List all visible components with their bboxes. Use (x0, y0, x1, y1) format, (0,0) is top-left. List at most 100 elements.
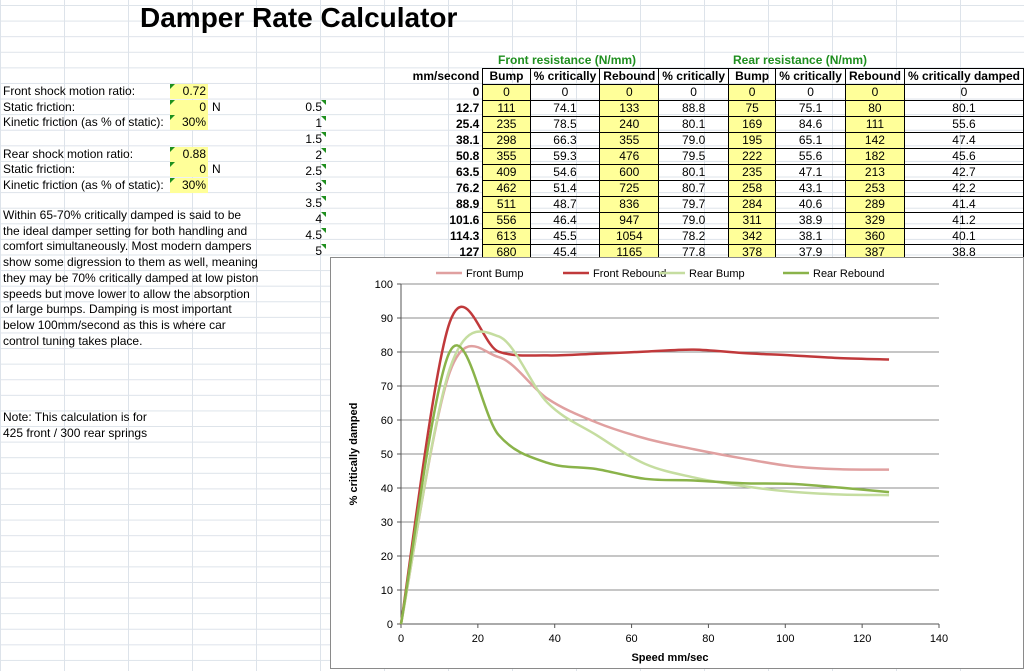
percent-cell[interactable]: 78.5 (529, 116, 601, 133)
percent-cell[interactable]: 47.1 (775, 164, 846, 181)
resistance-cell[interactable]: 836 (599, 196, 660, 213)
resistance-cell[interactable]: 355 (482, 148, 531, 165)
resistance-cell[interactable]: 378 (727, 244, 777, 261)
resistance-cell[interactable]: 600 (599, 164, 660, 181)
percent-cell[interactable]: 45.6 (903, 148, 1024, 165)
resistance-cell[interactable]: 240 (599, 116, 660, 133)
percent-cell[interactable]: 80.1 (658, 164, 729, 181)
percent-cell[interactable]: 79.7 (658, 196, 729, 213)
percent-cell[interactable]: 38.1 (775, 228, 846, 245)
resistance-cell[interactable]: 169 (727, 116, 777, 133)
resistance-cell[interactable]: 462 (482, 180, 531, 197)
resistance-cell[interactable]: 133 (599, 100, 660, 117)
percent-cell[interactable]: 80.7 (658, 180, 729, 197)
resistance-cell[interactable]: 613 (482, 228, 531, 245)
resistance-cell[interactable]: 360 (844, 228, 905, 245)
percent-cell[interactable]: 65.1 (775, 132, 846, 149)
percent-cell[interactable]: 0 (903, 84, 1024, 101)
speed-mm-cell[interactable]: 101.6 (449, 213, 480, 227)
percent-cell[interactable]: 54.6 (529, 164, 601, 181)
speed-mm-cell[interactable]: 38.1 (456, 133, 480, 147)
speed-cell[interactable]: 3.5 (262, 196, 326, 211)
percent-cell[interactable]: 45.5 (529, 228, 601, 245)
percent-cell[interactable]: 55.6 (903, 116, 1024, 133)
front-static-friction-cell[interactable]: 0 (170, 100, 208, 115)
resistance-cell[interactable]: 0 (599, 84, 660, 101)
resistance-cell[interactable]: 311 (727, 212, 777, 229)
resistance-cell[interactable]: 111 (482, 100, 531, 117)
speed-cell[interactable]: 2 (262, 148, 326, 163)
percent-cell[interactable]: 84.6 (775, 116, 846, 133)
percent-cell[interactable]: 42.7 (903, 164, 1024, 181)
percent-cell[interactable]: 41.2 (903, 212, 1024, 229)
speed-cell[interactable]: 2.5 (262, 164, 326, 179)
percent-cell[interactable]: 46.4 (529, 212, 601, 229)
resistance-cell[interactable]: 235 (482, 116, 531, 133)
resistance-cell[interactable]: 235 (727, 164, 777, 181)
resistance-cell[interactable]: 289 (844, 196, 905, 213)
speed-cell[interactable]: 5 (262, 244, 326, 259)
resistance-cell[interactable]: 511 (482, 196, 531, 213)
resistance-cell[interactable]: 0 (482, 84, 531, 101)
rear-kinetic-friction-cell[interactable]: 30% (170, 178, 208, 193)
resistance-cell[interactable]: 342 (727, 228, 777, 245)
rear-static-friction-cell[interactable]: 0 (170, 162, 208, 177)
rear-motion-ratio-cell[interactable]: 0.88 (170, 147, 208, 162)
resistance-cell[interactable]: 387 (844, 244, 905, 261)
speed-cell[interactable]: 1 (262, 116, 326, 131)
resistance-cell[interactable]: 1054 (599, 228, 660, 245)
resistance-cell[interactable]: 182 (844, 148, 905, 165)
speed-mm-cell[interactable]: 63.5 (456, 165, 480, 179)
resistance-cell[interactable]: 298 (482, 132, 531, 149)
resistance-cell[interactable]: 409 (482, 164, 531, 181)
speed-mm-cell[interactable]: 76.2 (456, 181, 480, 195)
percent-cell[interactable]: 38.8 (903, 244, 1024, 261)
resistance-cell[interactable]: 142 (844, 132, 905, 149)
resistance-cell[interactable]: 111 (844, 116, 905, 133)
resistance-cell[interactable]: 0 (727, 84, 777, 101)
resistance-cell[interactable]: 329 (844, 212, 905, 229)
speed-mm-cell[interactable]: 114.3 (449, 229, 480, 243)
percent-cell[interactable]: 43.1 (775, 180, 846, 197)
percent-cell[interactable]: 66.3 (529, 132, 601, 149)
percent-cell[interactable]: 88.8 (658, 100, 729, 117)
speed-mm-cell[interactable]: 127 (459, 245, 480, 259)
resistance-cell[interactable]: 1165 (599, 244, 660, 261)
resistance-cell[interactable]: 213 (844, 164, 905, 181)
percent-cell[interactable]: 42.2 (903, 180, 1024, 197)
resistance-cell[interactable]: 680 (482, 244, 531, 261)
speed-mm-cell[interactable]: 88.9 (456, 197, 480, 211)
percent-cell[interactable]: 0 (658, 84, 729, 101)
resistance-cell[interactable]: 195 (727, 132, 777, 149)
resistance-cell[interactable]: 355 (599, 132, 660, 149)
speed-cell[interactable]: 1.5 (262, 132, 326, 147)
percent-cell[interactable]: 38.9 (775, 212, 846, 229)
resistance-cell[interactable]: 258 (727, 180, 777, 197)
percent-cell[interactable]: 0 (775, 84, 846, 101)
percent-cell[interactable]: 79.0 (658, 212, 729, 229)
front-motion-ratio-cell[interactable]: 0.72 (170, 84, 208, 99)
percent-cell[interactable]: 47.4 (903, 132, 1024, 149)
resistance-cell[interactable]: 284 (727, 196, 777, 213)
speed-cell[interactable]: 0.5 (262, 100, 326, 115)
resistance-cell[interactable]: 75 (727, 100, 777, 117)
percent-cell[interactable]: 79.5 (658, 148, 729, 165)
speed-mm-cell[interactable]: 50.8 (456, 149, 480, 163)
percent-cell[interactable]: 59.3 (529, 148, 601, 165)
percent-cell[interactable]: 41.4 (903, 196, 1024, 213)
speed-cell[interactable]: 3 (262, 180, 326, 195)
percent-cell[interactable]: 78.2 (658, 228, 729, 245)
percent-cell[interactable]: 75.1 (775, 100, 846, 117)
resistance-cell[interactable]: 253 (844, 180, 905, 197)
percent-cell[interactable]: 79.0 (658, 132, 729, 149)
percent-cell[interactable]: 74.1 (529, 100, 601, 117)
percent-cell[interactable]: 48.7 (529, 196, 601, 213)
resistance-cell[interactable]: 947 (599, 212, 660, 229)
speed-mm-cell[interactable]: 25.4 (456, 117, 480, 131)
percent-cell[interactable]: 80.1 (658, 116, 729, 133)
percent-cell[interactable]: 80.1 (903, 100, 1024, 117)
resistance-cell[interactable]: 222 (727, 148, 777, 165)
percent-cell[interactable]: 55.6 (775, 148, 846, 165)
speed-cell[interactable]: 4.5 (262, 228, 326, 243)
percent-cell[interactable]: 40.6 (775, 196, 846, 213)
